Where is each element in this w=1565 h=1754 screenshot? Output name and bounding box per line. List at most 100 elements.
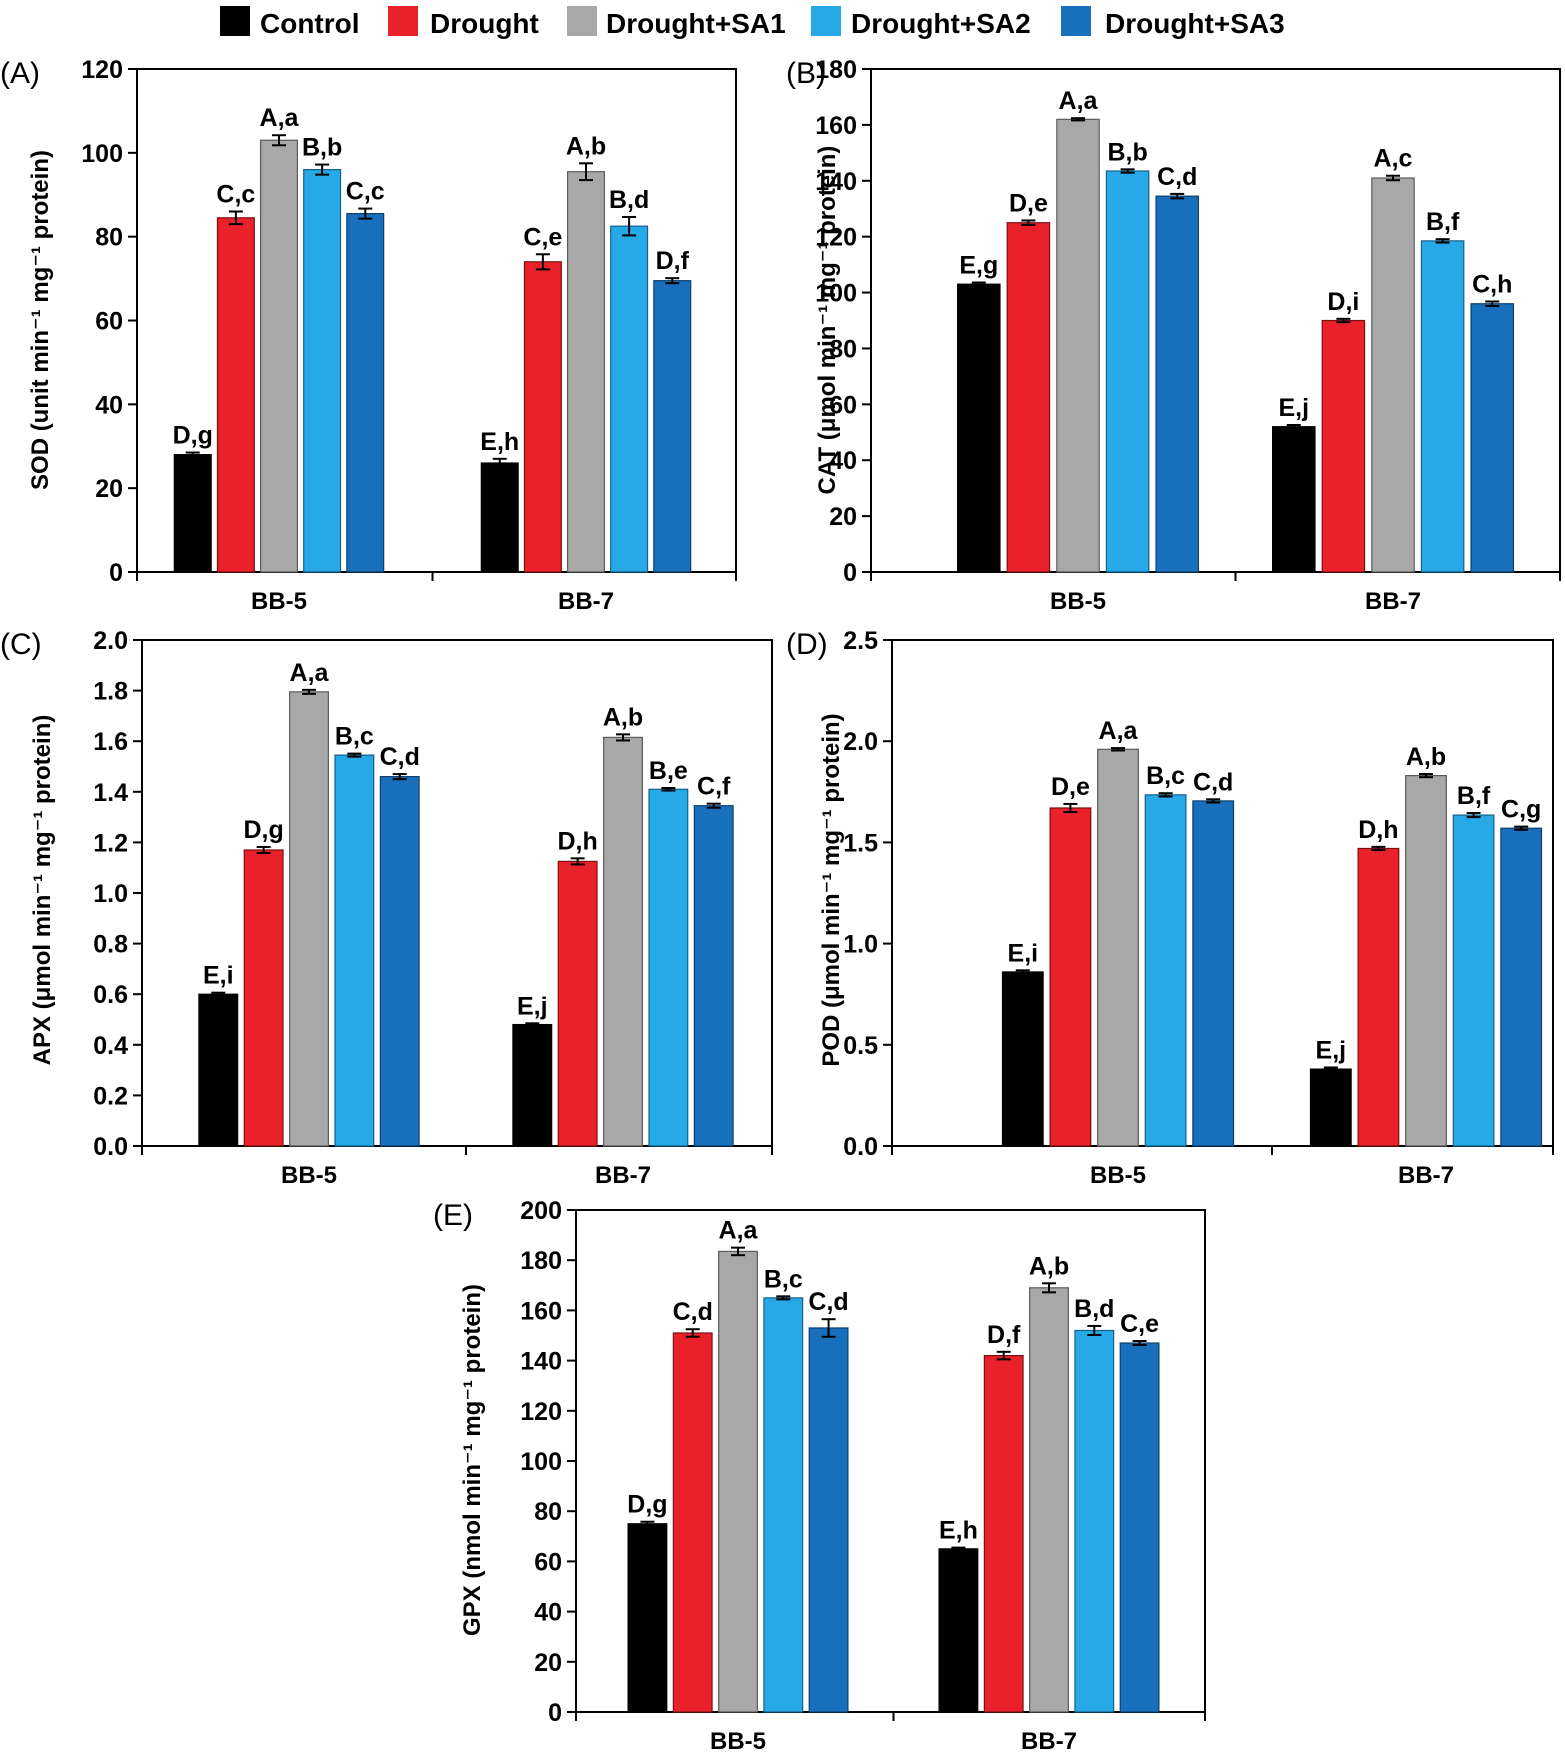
panel-0: (A) 0 20 40 60 80 100 120 SOD (unit min⁻¹ mg⁻¹ p… bbox=[0, 56, 737, 615]
bar-4-1-0 bbox=[672, 1332, 713, 1713]
data-label-3-1-1: D,h bbox=[1358, 816, 1398, 844]
data-label-2-1-1: D,h bbox=[557, 827, 597, 855]
bar-0-0-1 bbox=[480, 462, 519, 573]
y-tick-label-4-6: 120 bbox=[520, 1398, 562, 1426]
bar-3-2-0 bbox=[1097, 748, 1139, 1147]
legend-label-3: Drought+SA2 bbox=[851, 8, 1031, 39]
y-tick-label-1-8: 160 bbox=[815, 112, 857, 140]
data-label-0-0-0: D,g bbox=[173, 422, 213, 450]
data-label-2-3-0: B,c bbox=[335, 723, 374, 751]
bar-1-4-0 bbox=[1155, 195, 1200, 573]
bar-0-1-0 bbox=[216, 217, 255, 573]
data-label-1-2-1: A,c bbox=[1374, 145, 1413, 173]
bar-0-4-0 bbox=[346, 213, 385, 573]
panel-4: (E) 0 20 40 60 80 100 120 140 160 180 200 GPX (nmol … bbox=[433, 1197, 1206, 1754]
data-label-3-2-1: A,b bbox=[1406, 743, 1446, 771]
y-tick-label-4-4: 80 bbox=[534, 1498, 562, 1526]
bar-4-3-1 bbox=[1074, 1329, 1115, 1713]
data-label-3-1-0: D,e bbox=[1051, 773, 1090, 801]
x-category-label-0-1: BB-7 bbox=[558, 588, 614, 615]
y-tick-label-2-3: 0.6 bbox=[93, 981, 128, 1009]
bar-1-3-0 bbox=[1105, 170, 1150, 573]
bar-0-1-1 bbox=[523, 261, 562, 573]
data-label-4-3-0: B,c bbox=[764, 1265, 803, 1293]
data-label-0-2-0: A,a bbox=[260, 104, 300, 132]
bar-4-3-0 bbox=[763, 1297, 804, 1713]
y-axis-label-2: APX (μmol min⁻¹ mg⁻¹ protein) bbox=[29, 715, 56, 1066]
bar-3-1-1 bbox=[1357, 847, 1400, 1147]
y-tick-label-2-0: 0.0 bbox=[93, 1133, 128, 1161]
data-label-0-3-0: B,b bbox=[302, 134, 342, 162]
y-tick-label-1-9: 180 bbox=[815, 56, 857, 84]
panel-letter-4: (E) bbox=[433, 1199, 473, 1232]
y-tick-label-0-2: 40 bbox=[95, 391, 123, 419]
y-tick-label-2-7: 1.4 bbox=[93, 779, 128, 807]
y-tick-label-4-8: 160 bbox=[520, 1297, 562, 1325]
x-category-label-4-1: BB-7 bbox=[1021, 1728, 1077, 1749]
y-tick-label-3-1: 0.5 bbox=[843, 1032, 878, 1060]
data-label-2-2-0: A,a bbox=[290, 659, 330, 687]
data-label-2-4-0: C,d bbox=[380, 743, 420, 771]
data-label-3-3-0: B,c bbox=[1146, 762, 1185, 790]
bar-2-4-0 bbox=[379, 776, 420, 1147]
data-label-4-0-0: D,g bbox=[627, 1491, 667, 1519]
x-category-label-3-1: BB-7 bbox=[1398, 1162, 1454, 1189]
legend-label-2: Drought+SA1 bbox=[606, 8, 786, 39]
data-label-2-0-0: E,i bbox=[203, 962, 234, 990]
data-label-0-1-1: C,e bbox=[523, 223, 562, 251]
x-category-label-2-0: BB-5 bbox=[281, 1162, 337, 1189]
y-tick-label-0-6: 120 bbox=[81, 56, 123, 84]
bar-2-0-0 bbox=[198, 993, 239, 1147]
bar-4-1-1 bbox=[983, 1354, 1024, 1713]
legend-label-1: Drought bbox=[430, 8, 539, 39]
bar-3-4-0 bbox=[1192, 800, 1235, 1147]
data-label-1-3-1: B,f bbox=[1426, 208, 1460, 236]
data-label-1-4-0: C,d bbox=[1157, 163, 1197, 191]
y-tick-label-2-8: 1.6 bbox=[93, 728, 128, 756]
data-label-1-0-0: E,g bbox=[959, 251, 998, 279]
bar-3-0-0 bbox=[1001, 971, 1044, 1147]
legend-swatch-4 bbox=[1061, 6, 1091, 36]
data-label-2-0-1: E,j bbox=[517, 992, 548, 1020]
y-tick-label-0-3: 60 bbox=[95, 308, 123, 336]
data-label-0-2-1: A,b bbox=[566, 132, 606, 160]
data-label-1-2-0: A,a bbox=[1059, 87, 1099, 115]
y-tick-label-4-10: 200 bbox=[520, 1197, 562, 1225]
panel-3: (D) 0.0 0.5 1.0 1.5 2.0 2.5 POD (μmol min⁻¹ mg⁻… bbox=[786, 627, 1554, 1189]
x-category-label-1-1: BB-7 bbox=[1365, 588, 1421, 615]
y-tick-label-0-5: 100 bbox=[81, 140, 123, 168]
y-axis-label-3: POD (μmol min⁻¹ mg⁻¹ protein) bbox=[818, 713, 845, 1066]
bar-0-3-1 bbox=[610, 225, 649, 573]
y-tick-label-4-5: 100 bbox=[520, 1448, 562, 1476]
y-tick-label-4-3: 60 bbox=[534, 1548, 562, 1576]
bar-3-4-1 bbox=[1500, 827, 1543, 1147]
y-tick-label-3-3: 1.5 bbox=[843, 829, 878, 857]
data-label-3-2-0: A,a bbox=[1099, 717, 1139, 745]
data-label-0-1-0: C,c bbox=[216, 181, 255, 209]
bar-4-2-1 bbox=[1029, 1287, 1069, 1713]
y-tick-label-2-5: 1.0 bbox=[93, 880, 128, 908]
data-label-4-2-1: A,b bbox=[1029, 1252, 1069, 1280]
panel-2: (C) 0.0 0.2 0.4 0.6 0.8 1.0 1.2 1.4 1.6 1.8 2.0 APX … bbox=[0, 627, 773, 1189]
data-label-3-4-1: C,g bbox=[1501, 796, 1541, 824]
y-tick-label-2-1: 0.2 bbox=[93, 1082, 128, 1110]
y-tick-label-4-2: 40 bbox=[534, 1599, 562, 1627]
data-label-4-0-1: E,h bbox=[939, 1517, 978, 1545]
y-axis-label-0: SOD (unit min⁻¹ mg⁻¹ protein) bbox=[27, 150, 54, 490]
bar-0-0-0 bbox=[173, 454, 212, 573]
y-tick-label-3-4: 2.0 bbox=[843, 728, 878, 756]
bar-4-4-0 bbox=[808, 1327, 849, 1713]
legend-swatch-1 bbox=[388, 6, 418, 36]
data-label-1-0-1: E,j bbox=[1278, 394, 1309, 422]
y-tick-label-4-1: 20 bbox=[534, 1649, 562, 1677]
x-category-label-3-0: BB-5 bbox=[1090, 1162, 1146, 1189]
data-label-1-4-1: C,h bbox=[1472, 270, 1512, 298]
data-label-0-4-0: C,c bbox=[346, 178, 385, 206]
bar-0-4-1 bbox=[653, 280, 692, 573]
legend-swatch-2 bbox=[567, 6, 597, 36]
data-label-3-4-0: C,d bbox=[1193, 768, 1233, 796]
plot-frame-1 bbox=[870, 68, 1561, 573]
panel-1: (B) 0 20 40 60 80 100 120 140 160 180 CAT (μmol min… bbox=[786, 56, 1561, 615]
data-label-4-1-1: D,f bbox=[987, 1321, 1021, 1349]
